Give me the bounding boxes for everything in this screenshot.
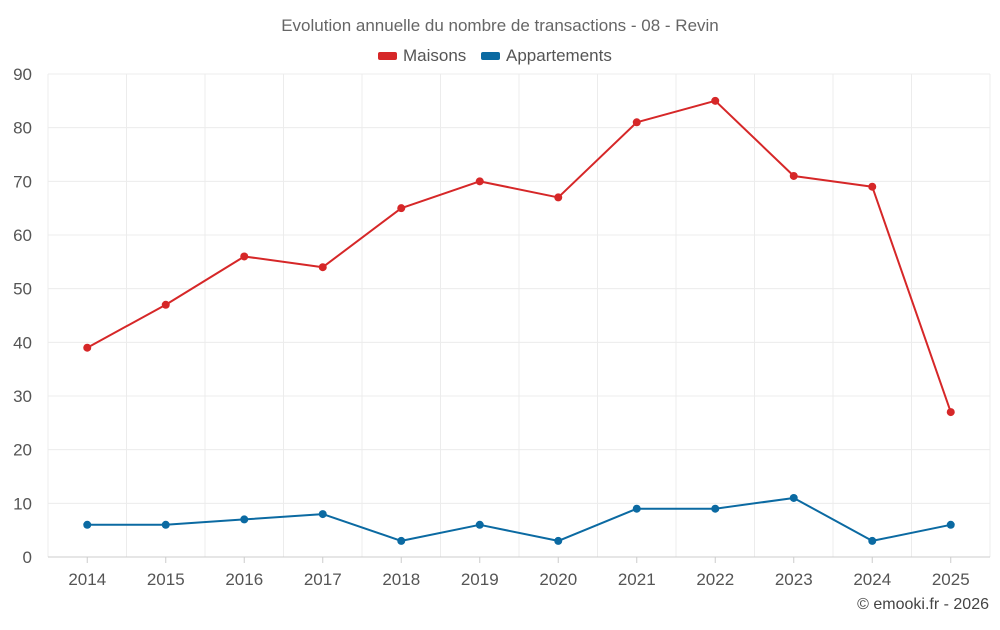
data-point-appartements-2016[interactable]	[240, 515, 249, 524]
x-tick-label: 2017	[304, 570, 342, 589]
y-tick-label: 30	[13, 387, 32, 406]
x-tick-label: 2022	[696, 570, 734, 589]
data-point-maisons-2021[interactable]	[632, 118, 641, 127]
x-tick-label: 2019	[461, 570, 499, 589]
y-tick-label: 50	[13, 280, 32, 299]
data-point-maisons-2019[interactable]	[475, 177, 484, 186]
data-point-appartements-2021[interactable]	[632, 504, 641, 513]
data-point-appartements-2017[interactable]	[318, 510, 327, 519]
data-point-maisons-2016[interactable]	[240, 252, 249, 261]
data-point-appartements-2023[interactable]	[789, 493, 798, 502]
y-tick-label: 10	[13, 494, 32, 513]
data-point-maisons-2025[interactable]	[946, 408, 955, 417]
data-point-appartements-2022[interactable]	[711, 504, 720, 513]
data-point-appartements-2020[interactable]	[554, 536, 563, 545]
data-point-appartements-2024[interactable]	[868, 536, 877, 545]
chart-title: Evolution annuelle du nombre de transact…	[281, 16, 719, 35]
series-lines	[83, 96, 955, 545]
data-point-maisons-2018[interactable]	[397, 204, 406, 213]
x-tick-label: 2024	[853, 570, 891, 589]
x-tick-label: 2025	[932, 570, 970, 589]
x-tick-label: 2023	[775, 570, 813, 589]
data-point-maisons-2020[interactable]	[554, 193, 563, 202]
data-point-appartements-2014[interactable]	[83, 520, 92, 529]
data-point-appartements-2019[interactable]	[475, 520, 484, 529]
legend-swatch-appartements	[481, 52, 500, 60]
y-tick-label: 80	[13, 119, 32, 138]
legend-item-maisons[interactable]: Maisons	[378, 46, 466, 65]
data-point-maisons-2024[interactable]	[868, 182, 877, 191]
x-tick-label: 2021	[618, 570, 656, 589]
y-tick-label: 90	[13, 65, 32, 84]
x-tick-label: 2016	[225, 570, 263, 589]
x-tick-label: 2014	[68, 570, 106, 589]
y-axis: 0 10 20 30 40 50 60 70 80 90	[13, 65, 32, 567]
gridlines	[47, 73, 991, 557]
y-tick-label: 20	[13, 441, 32, 460]
legend[interactable]: Maisons Appartements	[378, 46, 612, 65]
x-tick-label: 2018	[382, 570, 420, 589]
legend-label-maisons: Maisons	[403, 46, 466, 65]
y-tick-label: 70	[13, 172, 32, 191]
data-point-appartements-2018[interactable]	[397, 536, 406, 545]
legend-swatch-maisons	[378, 52, 397, 60]
x-tick-label: 2020	[539, 570, 577, 589]
x-axis: 2014 2015 2016 2017 2018 2019 2020 2021 2022 2023…	[48, 556, 990, 589]
data-point-maisons-2023[interactable]	[789, 171, 798, 180]
series-line-maisons	[86, 99, 952, 413]
data-point-maisons-2014[interactable]	[83, 343, 92, 352]
legend-item-appartements[interactable]: Appartements	[481, 46, 612, 65]
data-point-maisons-2015[interactable]	[161, 300, 170, 309]
x-tick-label: 2015	[147, 570, 185, 589]
y-tick-label: 0	[23, 548, 32, 567]
data-point-maisons-2022[interactable]	[711, 96, 720, 105]
series-line-appartements	[87, 496, 951, 542]
credit-text: © emooki.fr - 2026	[857, 596, 989, 613]
data-point-appartements-2015[interactable]	[161, 520, 170, 529]
legend-label-appartements: Appartements	[506, 46, 612, 65]
data-point-appartements-2025[interactable]	[946, 520, 955, 529]
y-tick-label: 60	[13, 226, 32, 245]
data-point-maisons-2017[interactable]	[318, 263, 327, 272]
y-tick-label: 40	[13, 333, 32, 352]
